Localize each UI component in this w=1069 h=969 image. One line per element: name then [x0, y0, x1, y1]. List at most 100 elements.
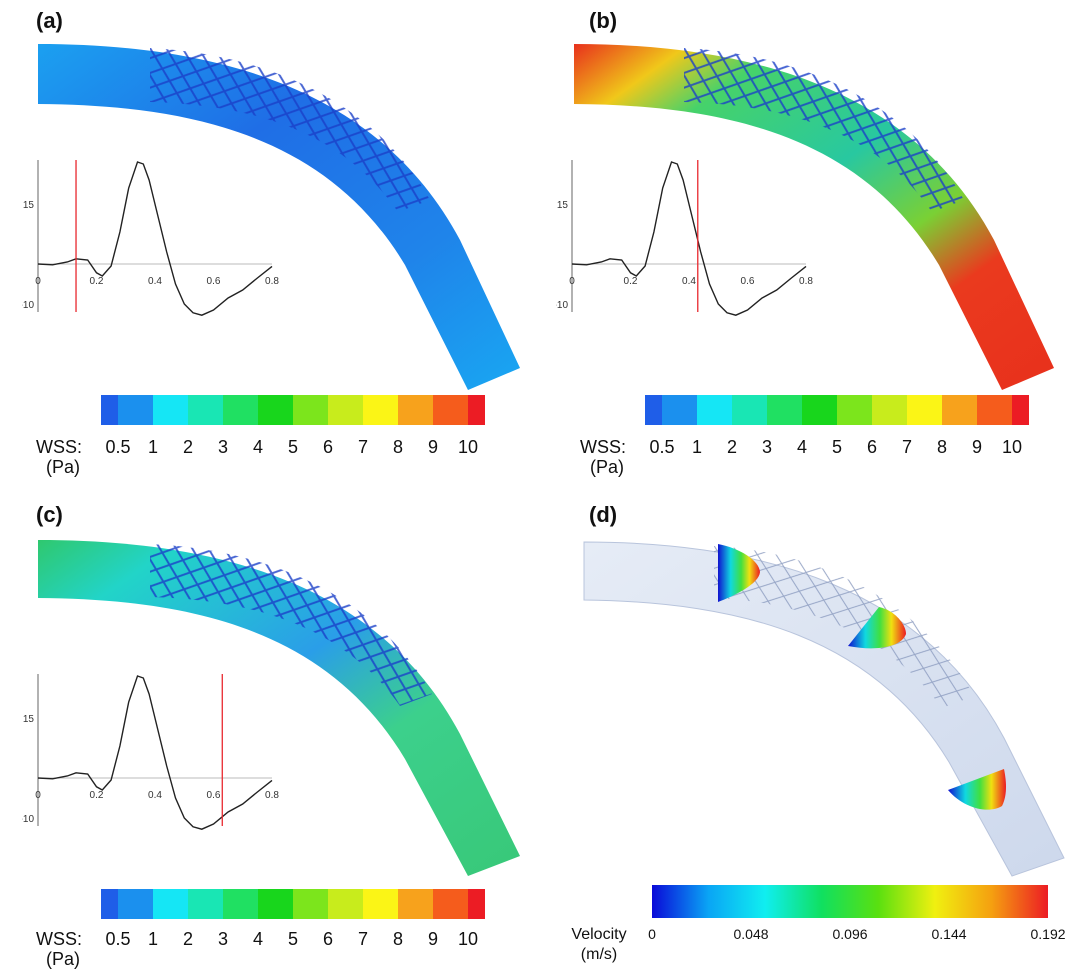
panel-label: (c)	[36, 502, 63, 527]
x-tick-label: 0	[35, 790, 41, 801]
wss-colorbar-cell	[153, 889, 188, 919]
wss-tick-label: 7	[901, 437, 913, 457]
wss-tick-label: 2	[182, 929, 194, 949]
velocity-colorbar	[652, 885, 1048, 918]
wss-colorbar	[645, 395, 1029, 425]
velocity-label-title: Velocity	[571, 926, 627, 943]
x-tick-label: 0.8	[265, 276, 279, 287]
wss-colorbar-cell	[398, 395, 433, 425]
flow-waveform-plot: 15 -10 0 0.2 0.4 0.6 0.8	[22, 160, 279, 316]
wss-tick-label: 5	[287, 929, 299, 949]
wss-colorbar-cell	[258, 889, 293, 919]
wss-colorbar-cell	[188, 395, 223, 425]
waveform-line	[37, 161, 273, 316]
wss-colorbar	[101, 889, 485, 919]
wss-colorbar-cell	[837, 395, 872, 425]
wss-colorbar-cell	[468, 889, 485, 919]
wss-tick-label: 7	[357, 929, 369, 949]
waveform-line	[37, 675, 273, 830]
x-tick-label: 0.6	[207, 790, 221, 801]
wss-colorbar-cell	[433, 889, 468, 919]
wss-tick-label: 1	[691, 437, 703, 457]
wss-colorbar-cells	[101, 889, 485, 919]
y-tick-label: -10	[22, 300, 34, 311]
wss-colorbar-cell	[767, 395, 802, 425]
x-tick-label: 0	[35, 276, 41, 287]
wss-colorbar-cell	[802, 395, 837, 425]
wss-label-title: WSS:	[36, 929, 83, 949]
panel-label: (a)	[36, 8, 63, 33]
vessel-wss-map	[38, 540, 520, 876]
wss-colorbar-cell	[468, 395, 485, 425]
y-tick-label: -10	[22, 814, 34, 825]
x-tick-label: 0.6	[741, 276, 755, 287]
vessel-wss-map	[574, 44, 1054, 390]
wss-colorbar-cell	[328, 395, 363, 425]
vessel-wss-map	[38, 44, 520, 390]
waveform-line	[571, 161, 807, 316]
velocity-gradient	[652, 885, 1048, 918]
wss-tick-label: 9	[971, 437, 983, 457]
wss-colorbar-cell	[433, 395, 468, 425]
panel-b: (b) 15 -10 0 0.2 0.4 0.6 0.8 WSS: (Pa) 0.5 1 2 3 4…	[534, 0, 1068, 484]
wss-label-unit: (Pa)	[46, 457, 81, 477]
wss-colorbar-cell	[223, 395, 258, 425]
wss-tick-label: 3	[217, 437, 229, 457]
wss-label-title: WSS:	[580, 437, 627, 457]
panel-label: (d)	[589, 502, 618, 527]
wss-tick-label: 0.5	[649, 437, 675, 457]
wss-label-unit: (Pa)	[590, 457, 625, 477]
panel-label: (b)	[589, 8, 618, 33]
y-tick-label: 15	[557, 200, 569, 211]
x-tick-label: 0.6	[207, 276, 221, 287]
panel-a: (a) 15 -10 0 0.2 0.4 0.6 0.8 WSS: (Pa) 0.5 1 2 3 4…	[0, 0, 534, 484]
velocity-colorbar-label: Velocity (m/s)	[564, 925, 634, 965]
vessel-velocity-map	[583, 541, 1065, 877]
wss-tick-label: 10	[1001, 437, 1023, 457]
wss-tick-label: 0.5	[105, 437, 131, 457]
x-tick-label: 0.2	[90, 276, 104, 287]
wss-colorbar-cell	[118, 395, 153, 425]
wss-tick-label: 2	[182, 437, 194, 457]
wss-colorbar-cell	[363, 889, 398, 919]
panel-c: (c) 15 -10 0 0.2 0.4 0.6 0.8 WSS: (Pa) 0.5 1 2 3 4…	[0, 484, 534, 969]
wss-colorbar-label: WSS: (Pa)	[580, 437, 626, 477]
wss-colorbar-cell	[328, 889, 363, 919]
wss-colorbar-cell	[153, 395, 188, 425]
wss-tick-label: 3	[761, 437, 773, 457]
wss-colorbar-cell	[188, 889, 223, 919]
velocity-tick-label: 0.192	[1030, 926, 1066, 942]
wss-colorbar-cells	[645, 395, 1029, 425]
wss-colorbar-cell	[697, 395, 732, 425]
x-tick-label: 0.2	[90, 790, 104, 801]
wss-colorbar-cell	[662, 395, 697, 425]
wss-tick-label: 9	[427, 437, 439, 457]
wss-tick-label: 9	[427, 929, 439, 949]
wss-colorbar-cell	[732, 395, 767, 425]
wss-colorbar-cell	[907, 395, 942, 425]
wss-tick-label: 0.5	[105, 929, 131, 949]
x-tick-label: 0.8	[265, 790, 279, 801]
wss-colorbar	[101, 395, 485, 425]
wss-tick-label: 7	[357, 437, 369, 457]
wss-colorbar-cell	[942, 395, 977, 425]
wss-tick-label: 10	[457, 437, 479, 457]
wss-tick-label: 6	[322, 929, 334, 949]
wss-colorbar-cell	[258, 395, 293, 425]
wss-tick-label: 4	[252, 929, 264, 949]
velocity-tick-label: 0.048	[733, 926, 769, 942]
wss-tick-label: 3	[217, 929, 229, 949]
wss-colorbar-cell	[118, 889, 153, 919]
wss-label-title: WSS:	[36, 437, 83, 457]
wss-colorbar-cell	[101, 889, 118, 919]
wss-colorbar-cell	[1012, 395, 1029, 425]
x-tick-label: 0.4	[682, 276, 696, 287]
wss-colorbar-cell	[872, 395, 907, 425]
wss-tick-label: 2	[726, 437, 738, 457]
wss-tick-label: 10	[457, 929, 479, 949]
panel-d: (d) Velocity (m/s) 0 0.048 0.096 0.144 0.192	[534, 484, 1068, 968]
flow-waveform-plot: 15 -10 0 0.2 0.4 0.6 0.8	[22, 674, 279, 830]
wss-colorbar-label: WSS: (Pa)	[36, 929, 82, 969]
wss-colorbar-cell	[645, 395, 662, 425]
x-tick-label: 0	[569, 276, 575, 287]
